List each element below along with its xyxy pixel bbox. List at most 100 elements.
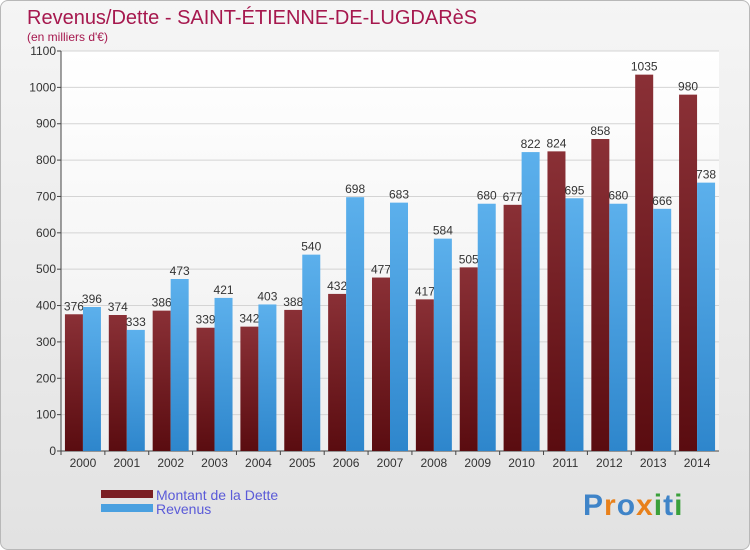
logo-letter: t [663, 489, 675, 522]
logo-letter: i [653, 489, 664, 522]
bar-dette [679, 94, 698, 452]
x-tick-label: 2000 [70, 456, 97, 470]
y-tick-label: 900 [36, 117, 56, 131]
data-label: 477 [371, 263, 391, 277]
data-label: 376 [64, 299, 84, 313]
bar-revenus [126, 329, 145, 451]
chart-title: Revenus/Dette - SAINT-ÉTIENNE-DE-LUGDARè… [27, 7, 478, 29]
data-label: 680 [608, 189, 628, 203]
y-tick-label: 800 [36, 153, 56, 167]
x-tick-label: 2013 [640, 456, 667, 470]
chart-subtitle: (en milliers d'€) [27, 30, 108, 44]
bar-dette [459, 267, 478, 451]
y-tick-label: 700 [36, 189, 56, 203]
bar-dette [152, 310, 171, 451]
data-label: 388 [283, 295, 303, 309]
logo-letter: r [604, 489, 617, 522]
data-label: 677 [503, 190, 523, 204]
bar-revenus [477, 203, 496, 451]
x-tick-label: 2008 [421, 456, 448, 470]
data-label: 374 [108, 300, 128, 314]
legend-label-dette: Montant de la Dette [156, 487, 279, 503]
data-label: 698 [345, 182, 365, 196]
bar-revenus [653, 208, 672, 451]
x-tick-label: 2001 [113, 456, 140, 470]
data-label: 333 [126, 315, 146, 329]
data-label: 1035 [631, 60, 658, 74]
data-label: 824 [546, 136, 566, 150]
bar-revenus [565, 198, 584, 451]
data-label: 680 [477, 189, 497, 203]
y-tick-label: 400 [36, 299, 56, 313]
data-label: 396 [82, 292, 102, 306]
bar-revenus [214, 297, 233, 451]
y-tick-label: 300 [36, 335, 56, 349]
x-tick-label: 2010 [508, 456, 535, 470]
bar-dette [415, 299, 434, 451]
data-label: 858 [590, 124, 610, 138]
bar-revenus [258, 304, 277, 451]
legend-label-revenus: Revenus [156, 501, 212, 517]
data-label: 386 [152, 296, 172, 310]
bar-revenus [82, 307, 101, 451]
y-tick-label: 1100 [30, 44, 56, 58]
logo-letter: o [616, 489, 637, 522]
bar-dette [635, 74, 654, 452]
bar-dette [547, 151, 566, 451]
x-tick-label: 2006 [333, 456, 360, 470]
y-tick-label: 500 [36, 262, 56, 276]
data-label: 980 [678, 80, 698, 94]
bar-dette [108, 315, 127, 451]
x-tick-label: 2005 [289, 456, 316, 470]
data-label: 822 [521, 137, 541, 151]
y-tick-label: 200 [36, 371, 56, 385]
data-label: 421 [214, 283, 234, 297]
bar-revenus [170, 279, 189, 451]
x-tick-label: 2007 [377, 456, 404, 470]
data-label: 342 [239, 312, 259, 326]
x-tick-label: 2003 [201, 456, 228, 470]
data-label: 666 [652, 194, 672, 208]
bar-revenus [302, 254, 321, 451]
bar-dette [240, 326, 259, 451]
bar-dette [64, 314, 83, 451]
bar-dette [328, 293, 347, 451]
data-label: 432 [327, 279, 347, 293]
logo-letter: i [674, 489, 684, 522]
data-label: 505 [459, 252, 479, 266]
bar-revenus [433, 238, 452, 451]
data-label: 540 [301, 240, 321, 254]
x-tick-label: 2002 [157, 456, 184, 470]
y-tick-label: 1000 [29, 80, 56, 94]
bar-dette [196, 327, 215, 451]
x-tick-label: 2012 [596, 456, 623, 470]
bar-revenus [697, 182, 716, 452]
logo-letter: x [636, 489, 654, 522]
proxiti-logo: Proxiti [583, 489, 683, 523]
bar-revenus [609, 203, 628, 451]
y-tick-label: 0 [49, 444, 56, 458]
data-label: 695 [564, 183, 584, 197]
bar-dette [372, 277, 390, 451]
bar-dette [503, 204, 522, 451]
bar-revenus [346, 197, 365, 451]
bar-dette [284, 309, 303, 451]
bar-revenus [390, 202, 408, 451]
x-tick-label: 2004 [245, 456, 272, 470]
bar-dette [591, 139, 610, 451]
data-label: 417 [415, 284, 435, 298]
data-label: 403 [257, 289, 277, 303]
legend-swatch-revenus [101, 504, 153, 512]
x-tick-label: 2009 [464, 456, 491, 470]
data-label: 339 [196, 313, 216, 327]
x-tick-label: 2014 [684, 456, 711, 470]
data-label: 473 [170, 264, 190, 278]
x-tick-label: 2011 [553, 456, 579, 470]
data-label: 738 [696, 168, 716, 182]
bar-revenus [521, 152, 540, 451]
logo-letter: P [583, 489, 605, 522]
y-tick-label: 600 [36, 226, 56, 240]
legend-swatch-dette [101, 490, 153, 498]
